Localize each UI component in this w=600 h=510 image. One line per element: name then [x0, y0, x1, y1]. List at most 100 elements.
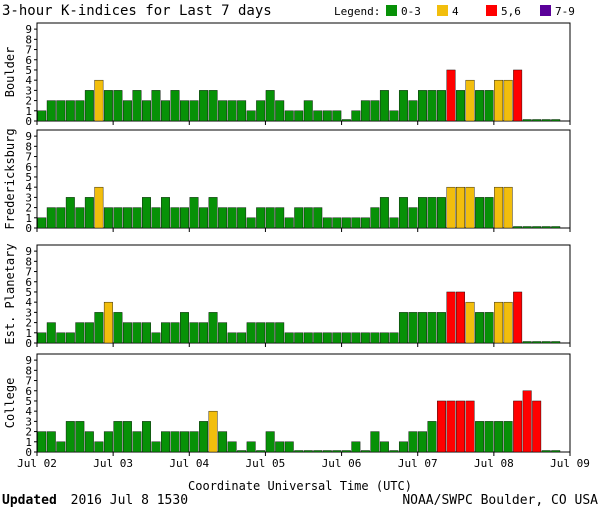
- y-tick-label: 7: [25, 151, 32, 164]
- x-tick-label: Jul 06: [322, 457, 362, 470]
- bar: [398, 441, 408, 453]
- bar: [341, 119, 351, 122]
- y-tick-label: 4: [25, 296, 32, 309]
- bar: [218, 100, 228, 122]
- bar: [551, 341, 561, 344]
- y-tick-label: 1: [25, 327, 32, 340]
- bar: [379, 332, 389, 344]
- y-tick-label: 4: [25, 405, 32, 418]
- bar: [322, 217, 332, 229]
- bar: [351, 110, 361, 122]
- bar: [265, 90, 275, 122]
- bar: [398, 90, 408, 122]
- bar: [303, 450, 313, 453]
- bar: [132, 431, 142, 453]
- bar: [303, 100, 313, 122]
- bar: [351, 332, 361, 344]
- bar: [437, 197, 446, 229]
- bar: [227, 332, 237, 344]
- bar: [446, 186, 456, 229]
- y-tick-label: 8: [25, 364, 32, 377]
- bar: [389, 450, 399, 453]
- y-tick-label: 8: [25, 33, 32, 46]
- bar: [275, 100, 285, 122]
- bar: [75, 100, 85, 122]
- legend-swatch-1: [437, 5, 448, 16]
- bar: [189, 322, 199, 344]
- bar: [465, 301, 475, 344]
- bar: [65, 332, 75, 344]
- bar: [103, 431, 113, 453]
- panels: 0123456789Boulder0123456789Fredericksbur…: [3, 22, 590, 470]
- bar: [170, 90, 180, 122]
- bar: [418, 431, 427, 453]
- y-tick-label: 7: [25, 266, 32, 279]
- bar: [370, 207, 380, 229]
- bar: [122, 100, 132, 122]
- bar: [265, 322, 275, 344]
- bar: [484, 312, 494, 344]
- y-tick-label: 2: [25, 426, 32, 439]
- bar: [522, 390, 532, 453]
- bar: [141, 421, 151, 453]
- bar: [341, 332, 351, 344]
- x-tick-label: Jul 04: [169, 457, 209, 470]
- bar: [360, 217, 370, 229]
- bar: [141, 100, 151, 122]
- bar: [522, 226, 532, 229]
- bar: [37, 332, 47, 344]
- bar: [303, 332, 313, 344]
- y-tick-label: 9: [25, 245, 32, 258]
- bar: [541, 450, 551, 453]
- bar: [103, 301, 113, 344]
- bar: [265, 207, 275, 229]
- bar: [218, 431, 228, 453]
- y-tick-label: 2: [25, 317, 32, 330]
- bar: [322, 332, 332, 344]
- bar: [427, 197, 437, 229]
- bar: [427, 421, 437, 453]
- bar: [56, 441, 66, 453]
- panel-label: Est. Planetary: [3, 243, 17, 344]
- bar: [370, 431, 380, 453]
- bar: [161, 431, 170, 453]
- bar: [84, 197, 94, 229]
- bar: [503, 186, 513, 229]
- bar: [256, 322, 266, 344]
- bar: [484, 90, 494, 122]
- bar: [237, 207, 247, 229]
- bar: [246, 322, 256, 344]
- bar: [398, 312, 408, 344]
- bar: [132, 90, 142, 122]
- bar: [437, 90, 446, 122]
- bar: [180, 431, 189, 453]
- bar: [94, 312, 104, 344]
- y-tick-label: 8: [25, 255, 32, 268]
- bar: [151, 441, 161, 453]
- bar: [513, 400, 523, 453]
- bar: [551, 226, 561, 229]
- bar: [151, 207, 161, 229]
- updated-value: 2016 Jul 8 1530: [71, 493, 188, 508]
- bar: [284, 110, 294, 122]
- legend-item-label-0: 0-3: [401, 5, 421, 18]
- bar: [199, 90, 209, 122]
- bar: [170, 322, 180, 344]
- bar: [113, 421, 123, 453]
- bar: [408, 431, 418, 453]
- bar: [84, 90, 94, 122]
- y-tick-label: 9: [25, 130, 32, 143]
- bar: [180, 312, 189, 344]
- bar: [389, 110, 399, 122]
- y-tick-label: 1: [25, 212, 32, 225]
- bar: [418, 90, 427, 122]
- legend-item-label-1: 4: [452, 5, 459, 18]
- bar: [199, 322, 209, 344]
- bar: [484, 421, 494, 453]
- y-tick-label: 2: [25, 95, 32, 108]
- y-tick-label: 0: [25, 222, 32, 235]
- bar: [237, 100, 247, 122]
